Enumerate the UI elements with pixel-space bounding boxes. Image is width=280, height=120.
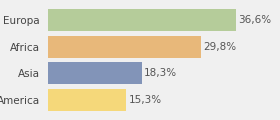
Text: 36,6%: 36,6% — [238, 15, 271, 25]
Bar — [48, 9, 236, 31]
Bar — [48, 62, 142, 84]
Bar — [48, 36, 201, 58]
Text: 15,3%: 15,3% — [129, 95, 162, 105]
Text: 29,8%: 29,8% — [203, 42, 236, 52]
Bar — [48, 89, 127, 111]
Text: 18,3%: 18,3% — [144, 68, 177, 78]
